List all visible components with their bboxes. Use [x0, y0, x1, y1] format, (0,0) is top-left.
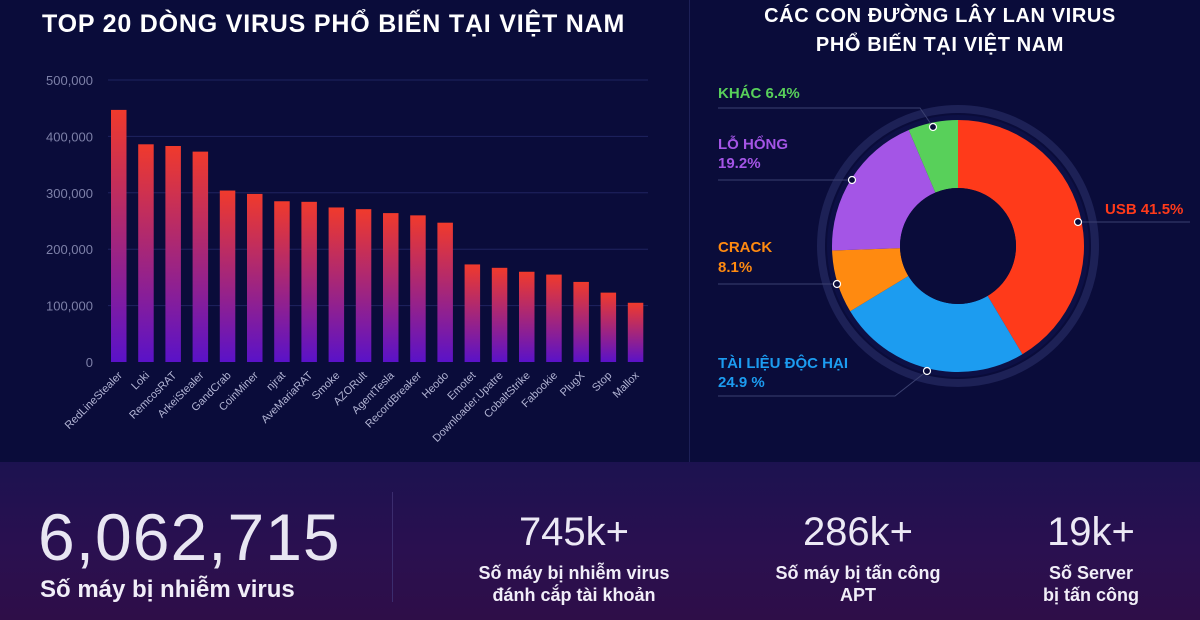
x-tick-label: PlugX [558, 369, 588, 399]
slice-label-crack: CRACK [718, 239, 772, 256]
slice-label-khac: KHÁC 6.4% [718, 85, 800, 102]
bar [328, 207, 345, 362]
y-tick-label: 300,000 [46, 186, 93, 201]
slice-label-lo-hong: LỖ HỔNG [718, 135, 788, 153]
bar [165, 145, 181, 362]
total-infected-value: 6,062,715 [38, 500, 341, 574]
leader-dot [1073, 217, 1083, 227]
y-tick-label: 100,000 [46, 299, 93, 314]
bar [464, 264, 481, 362]
slice-value-tai-lieu: 24.9 % [718, 374, 765, 391]
leader-dot [832, 279, 842, 289]
donut-chart-title: CÁC CON ĐƯỜNG LÂY LAN VIRUS PHỔ BIẾN TẠI… [700, 2, 1180, 60]
donut-title-line-1: CÁC CON ĐƯỜNG LÂY LAN VIRUS [764, 5, 1116, 27]
stat-label-line-1: Số máy bị tấn công [775, 563, 941, 583]
donut-chart: USB 41.5% TÀI LIỆU ĐỘC HẠI 24.9 % CRACK 8.1%… [718, 85, 1190, 397]
bar [111, 109, 127, 362]
donut-slice [908, 120, 958, 193]
slice-value-crack: 8.1% [718, 259, 752, 276]
stat-account-theft: 745k+ Số máy bị nhiễm virus đánh cắp tài… [454, 510, 694, 606]
slice-label-tai-lieu: TÀI LIỆU ĐỘC HẠI [718, 354, 848, 372]
bar [491, 267, 508, 362]
x-tick-label: RedLineStealer [63, 369, 125, 431]
stat-value: 286k+ [802, 510, 914, 554]
slice-value-lo-hong: 19.2% [718, 155, 761, 172]
stat-server: 19k+ Số Server bị tấn công [971, 510, 1200, 606]
bar-chart: 500,000 400,000 300,000 200,000 100,000 0 Red… [46, 73, 648, 445]
leader-line [718, 107, 934, 128]
leader-dot [922, 366, 932, 376]
y-tick-label: 400,000 [46, 129, 93, 144]
donut-title-line-2: PHỔ BIẾN TẠI VIỆT NAM [815, 34, 1065, 56]
stat-label-line-2: đánh cắp tài khoản [492, 585, 656, 605]
bar-chart-title: TOP 20 DÒNG VIRUS PHỔ BIẾN TẠI VIỆT NAM [42, 10, 626, 38]
leader-dot [928, 122, 938, 132]
stat-label: Số Server bị tấn công [971, 562, 1200, 606]
stat-label: Số máy bị tấn công APT [738, 562, 978, 606]
stat-label-line-2: bị tấn công [1043, 585, 1139, 605]
donut-slice [850, 276, 1023, 372]
stat-label: Số máy bị nhiễm virus đánh cắp tài khoản [454, 562, 694, 606]
bar [627, 302, 644, 362]
bar [219, 190, 236, 362]
bar [437, 222, 453, 362]
donut-outer-ring [817, 105, 1099, 387]
bar [546, 274, 562, 362]
donut-slice [958, 120, 1084, 355]
bar [138, 144, 154, 362]
bar [274, 201, 290, 362]
bar [301, 201, 317, 362]
x-tick-label: njrat [264, 370, 288, 394]
donut-slice [832, 248, 909, 312]
stat-label-line-1: Số máy bị nhiễm virus [478, 563, 670, 583]
y-tick-label: 200,000 [46, 242, 93, 257]
bar [600, 292, 617, 362]
bar [573, 281, 589, 362]
stat-label-line-2: APT [840, 585, 876, 605]
panel-divider [689, 0, 690, 462]
x-tick-label: Mallox [611, 369, 642, 400]
leader-dot [847, 175, 857, 185]
y-tick-label: 0 [86, 355, 93, 370]
y-tick-label: 500,000 [46, 73, 93, 88]
total-infected-label: Số máy bị nhiễm virus [40, 576, 295, 603]
donut-slice [832, 130, 936, 251]
stat-value: 19k+ [1047, 510, 1135, 554]
leader-line [718, 370, 928, 397]
stats-separator [392, 492, 393, 602]
slice-label-usb: USB 41.5% [1105, 201, 1183, 218]
bar [247, 193, 263, 362]
stat-value: 745k+ [518, 510, 630, 554]
bar [519, 271, 535, 362]
x-tick-label: Stop [590, 370, 614, 394]
bar [383, 213, 399, 362]
donut-hole [900, 188, 1016, 304]
stat-apt: 286k+ Số máy bị tấn công APT [738, 510, 978, 606]
stats-panel [0, 462, 1200, 620]
stat-label-line-1: Số Server [1048, 563, 1134, 583]
bar [410, 215, 426, 362]
bar [355, 209, 372, 362]
bar [192, 151, 209, 362]
x-tick-label: Loki [129, 370, 152, 393]
